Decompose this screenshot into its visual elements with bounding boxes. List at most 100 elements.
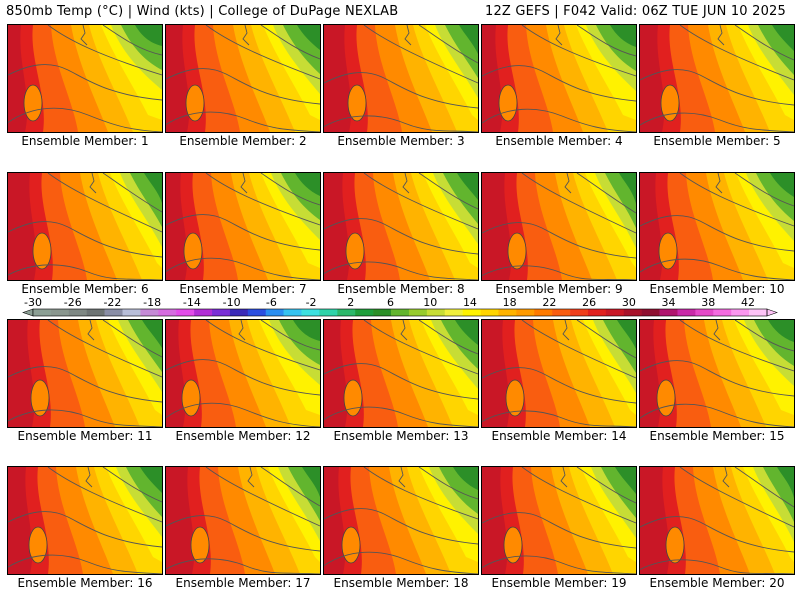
temperature-map — [639, 172, 795, 281]
colorbar-tick-label: 26 — [582, 296, 596, 309]
ensemble-member-label: Ensemble Member: 11 — [17, 429, 153, 443]
ensemble-member-label: Ensemble Member: 10 — [649, 282, 785, 296]
colorbar-tick-label: -6 — [266, 296, 277, 309]
colorbar-swatch — [104, 309, 123, 316]
ensemble-member-label: Ensemble Member: 9 — [495, 282, 623, 296]
ensemble-member-label: Ensemble Member: 19 — [491, 576, 627, 590]
temperature-map — [7, 319, 163, 428]
temperature-map — [323, 319, 479, 428]
temperature-map — [165, 466, 321, 575]
colorbar-swatch — [516, 309, 535, 316]
colorbar-swatch — [713, 309, 732, 316]
temperature-map — [481, 172, 637, 281]
colorbar-swatch — [623, 309, 642, 316]
header-left-title: 850mb Temp (°C) | Wind (kts) | College o… — [6, 4, 399, 19]
colorbar-swatch — [534, 309, 553, 316]
colorbar-tick-label: -14 — [183, 296, 201, 309]
ensemble-member-label: Ensemble Member: 2 — [179, 134, 307, 148]
colorbar-swatch — [373, 309, 392, 316]
colorbar-swatch — [659, 309, 678, 316]
colorbar-swatch — [194, 309, 213, 316]
colorbar-left-arrow — [22, 308, 34, 317]
colorbar-swatch — [301, 309, 320, 316]
ensemble-member-label: Ensemble Member: 12 — [175, 429, 311, 443]
colorbar-swatch — [140, 309, 159, 316]
colorbar-swatch — [749, 309, 768, 316]
ensemble-member-label: Ensemble Member: 17 — [175, 576, 311, 590]
temperature-map — [7, 172, 163, 281]
ensemble-member-label: Ensemble Member: 1 — [21, 134, 149, 148]
temperature-map — [165, 24, 321, 133]
colorbar-swatch — [355, 309, 374, 316]
ensemble-member-label: Ensemble Member: 4 — [495, 134, 623, 148]
colorbar-swatch — [695, 309, 714, 316]
colorbar-swatch — [158, 309, 177, 316]
colorbar-tick-label: 6 — [387, 296, 394, 309]
colorbar-tick-label: -26 — [64, 296, 82, 309]
temperature-map — [639, 24, 795, 133]
ensemble-member-label: Ensemble Member: 5 — [653, 134, 781, 148]
colorbar-swatch — [122, 309, 141, 316]
temperature-map — [323, 172, 479, 281]
colorbar-swatch — [265, 309, 284, 316]
colorbar-swatch — [68, 309, 88, 316]
temperature-map — [165, 172, 321, 281]
colorbar-tick-label: 30 — [622, 296, 636, 309]
colorbar-tick-label: -18 — [143, 296, 161, 309]
temperature-map — [323, 466, 479, 575]
temperature-map — [639, 466, 795, 575]
ensemble-member-label: Ensemble Member: 7 — [179, 282, 307, 296]
colorbar-tick-label: 14 — [463, 296, 477, 309]
colorbar-swatch — [50, 309, 70, 316]
colorbar-right-arrow — [766, 308, 778, 317]
colorbar-tick-label: 18 — [503, 296, 517, 309]
colorbar-swatch — [33, 309, 52, 316]
colorbar-tick-label: 22 — [542, 296, 556, 309]
temperature-map — [639, 319, 795, 428]
colorbar-swatch — [86, 309, 105, 316]
color-scale-bar: -30 -26 -22 -18 -14 -10 -6 -2 2 6 10 14 18 22 26 30 34 38… — [22, 296, 778, 317]
ensemble-member-label: Ensemble Member: 18 — [333, 576, 469, 590]
temperature-map — [7, 24, 163, 133]
colorbar-tick-label: -2 — [306, 296, 317, 309]
temperature-map — [481, 24, 637, 133]
colorbar-swatch — [212, 309, 231, 316]
colorbar-swatch — [337, 309, 356, 316]
colorbar-tick-label: 42 — [741, 296, 755, 309]
temperature-map — [481, 319, 637, 428]
colorbar-swatch — [570, 309, 589, 316]
colorbar-swatch — [498, 309, 517, 316]
ensemble-member-label: Ensemble Member: 8 — [337, 282, 465, 296]
colorbar-tick-label: -10 — [223, 296, 241, 309]
colorbar-tick-label: 34 — [662, 296, 676, 309]
colorbar-tick-label: -30 — [24, 296, 42, 309]
colorbar-swatch — [391, 309, 410, 316]
colorbar-swatch — [480, 309, 499, 316]
colorbar-swatch — [408, 309, 428, 316]
colorbar-swatch — [176, 309, 195, 316]
colorbar-tick-label: 38 — [701, 296, 715, 309]
colorbar-swatch — [319, 309, 338, 316]
colorbar-swatch — [552, 309, 571, 316]
ensemble-member-label: Ensemble Member: 16 — [17, 576, 153, 590]
ensemble-member-label: Ensemble Member: 3 — [337, 134, 465, 148]
colorbar-swatch — [444, 309, 463, 316]
temperature-map — [7, 466, 163, 575]
colorbar-swatch — [605, 309, 625, 316]
colorbar-swatch — [677, 309, 696, 316]
header-right-title: 12Z GEFS | F042 Valid: 06Z TUE JUN 10 20… — [484, 4, 786, 19]
colorbar-swatch — [283, 309, 302, 316]
colorbar-swatch — [247, 309, 267, 316]
temperature-map — [481, 466, 637, 575]
ensemble-member-label: Ensemble Member: 6 — [21, 282, 149, 296]
colorbar-swatch — [426, 309, 446, 316]
ensemble-member-label: Ensemble Member: 14 — [491, 429, 627, 443]
colorbar-tick-label: 2 — [347, 296, 354, 309]
colorbar-tick-label: -22 — [103, 296, 121, 309]
colorbar-swatch — [462, 309, 481, 316]
colorbar-tick-label: 10 — [423, 296, 437, 309]
ensemble-member-label: Ensemble Member: 15 — [649, 429, 785, 443]
ensemble-member-label: Ensemble Member: 20 — [649, 576, 785, 590]
colorbar-swatch — [587, 309, 607, 316]
colorbar-swatch — [731, 309, 750, 316]
